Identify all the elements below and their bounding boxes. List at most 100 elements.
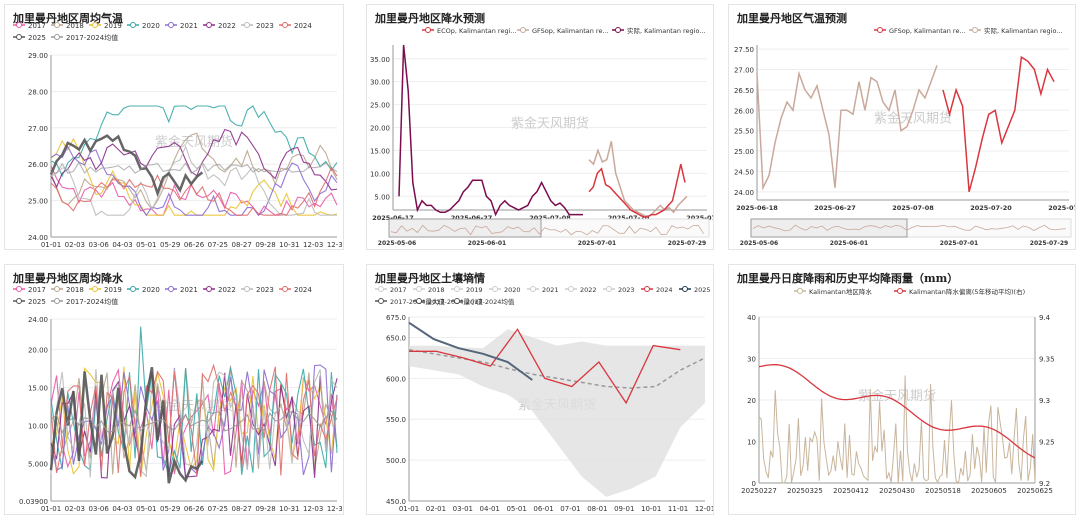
x-tick-label: 07-25 bbox=[208, 241, 228, 249]
legend-label: 2023 bbox=[256, 286, 274, 294]
x-tick-label: 20250625 bbox=[1017, 487, 1053, 495]
legend-marker bbox=[644, 286, 650, 292]
y-tick-label: 0 bbox=[752, 480, 756, 488]
y2-tick-label: 9.25 bbox=[1039, 439, 1055, 447]
y-tick-label: 20 bbox=[747, 397, 756, 405]
series-line-rain bbox=[758, 375, 1036, 484]
legend-label: 2021 bbox=[542, 286, 559, 294]
legend-marker bbox=[244, 286, 250, 292]
legend-marker bbox=[16, 298, 22, 304]
legend-label: 2019 bbox=[104, 22, 122, 30]
series-line-2018 bbox=[50, 132, 338, 211]
x-tick-label: 07-01 bbox=[560, 505, 580, 513]
y-tick-label: 20.00 bbox=[370, 125, 390, 133]
legend-label: 2025 bbox=[694, 286, 711, 294]
legend-label: 2025 bbox=[28, 298, 46, 306]
x-tick-label: 06-26 bbox=[184, 505, 205, 513]
temp-forecast-chart: GFSop, Kalimantan re... 实际, Kalimantan re… bbox=[734, 26, 1076, 247]
y2-tick-label: 9.2 bbox=[1039, 480, 1050, 488]
legend-label: 2018 bbox=[428, 286, 445, 294]
y-tick-label: 10 bbox=[747, 439, 756, 447]
x-tick-label: 04-03 bbox=[112, 505, 132, 513]
y-tick-label: 27.00 bbox=[734, 66, 754, 74]
avg-temp-chart: 2017 2018 2019 2020 2021 2022 2023 2024 2025 2017… bbox=[13, 22, 343, 249]
legend-marker bbox=[54, 22, 60, 28]
legend-marker bbox=[520, 27, 526, 33]
chart-panel-daily-rain: 加里曼丹日度降雨和历史平均降雨量（mm） Kalimantan地区降水 Kalim… bbox=[728, 264, 1076, 515]
x-tick-label: 12-01 bbox=[695, 505, 714, 513]
series-line-gfsop bbox=[588, 141, 688, 218]
chart-title: 加里曼丹日度降雨和历史平均降雨量（mm） bbox=[737, 272, 959, 285]
legend-label: 2024 bbox=[656, 286, 673, 294]
y-tick-label: 10.00 bbox=[370, 170, 390, 178]
legend-marker bbox=[492, 286, 498, 292]
watermark: 紫金天风期货 bbox=[155, 134, 233, 150]
legend-marker bbox=[682, 286, 688, 292]
y-tick-label: 24.00 bbox=[28, 316, 48, 324]
nav-tick-label: 2025-07-01 bbox=[578, 240, 616, 247]
series-line-ecop bbox=[588, 164, 686, 218]
legend-marker bbox=[54, 286, 60, 292]
x-tick-label: 03-06 bbox=[88, 241, 109, 249]
y-tick-label: 15.00 bbox=[370, 147, 390, 155]
x-tick-label: 2025-06-18 bbox=[736, 204, 778, 212]
legend-label: 实际, Kalimantan regio... bbox=[627, 26, 706, 35]
x-tick-label: 07-25 bbox=[208, 505, 228, 513]
x-tick-label: 08-01 bbox=[587, 505, 607, 513]
x-tick-label: 06-01 bbox=[533, 505, 553, 513]
chart-panel-weekly-rain: 加里曼丹地区周均降水 2017 2018 2019 2020 2021 2022 2023 2… bbox=[4, 264, 344, 515]
legend-label: 2023 bbox=[618, 286, 635, 294]
series-line-deviation bbox=[758, 364, 1036, 459]
legend-marker bbox=[454, 298, 460, 304]
navigator-line bbox=[390, 224, 705, 236]
x-tick-label: 2025-06-17 bbox=[372, 214, 414, 222]
x-tick-label: 20250605 bbox=[971, 487, 1007, 495]
y-tick-label: 29.00 bbox=[28, 52, 48, 60]
legend-marker bbox=[92, 22, 98, 28]
x-tick-label: 10-01 bbox=[641, 505, 661, 513]
legend-marker bbox=[16, 34, 22, 40]
series-line-2017-2024均值 bbox=[50, 408, 338, 435]
legend-label: 2025 bbox=[28, 34, 46, 42]
legend-marker bbox=[797, 288, 803, 294]
legend-marker bbox=[282, 286, 288, 292]
legend-marker bbox=[16, 286, 22, 292]
x-tick-label: 2025-07-08 bbox=[529, 214, 571, 222]
x-tick-label: 01-01 bbox=[41, 505, 61, 513]
x-tick-label: 20250227 bbox=[741, 487, 777, 495]
x-tick-label: 03-06 bbox=[88, 505, 109, 513]
nav-tick-label: 2025-05-06 bbox=[378, 240, 416, 247]
watermark: 紫金天风期货 bbox=[155, 398, 233, 414]
chart-title: 加里曼丹地区降水预测 bbox=[375, 12, 485, 25]
legend-marker bbox=[972, 27, 978, 33]
x-tick-label: 20250518 bbox=[925, 487, 961, 495]
x-tick-label: 2025-07-20 bbox=[608, 214, 650, 222]
legend-marker bbox=[615, 27, 621, 33]
y-tick-label: 25.50 bbox=[734, 128, 754, 136]
legend-marker bbox=[16, 22, 22, 28]
legend-marker bbox=[378, 298, 384, 304]
y-tick-label: 30 bbox=[747, 356, 756, 364]
legend-marker bbox=[282, 22, 288, 28]
nav-tick-label: 2025-06-01 bbox=[468, 240, 506, 247]
y-tick-label: 675.0 bbox=[386, 314, 406, 322]
x-tick-label: 02-01 bbox=[426, 505, 446, 513]
series-line-2025 bbox=[408, 321, 533, 381]
legend-marker bbox=[897, 288, 903, 294]
legend-label: Kalimantan地区降水 bbox=[809, 287, 872, 296]
x-tick-label: 2025-07-29 bbox=[1048, 204, 1076, 212]
legend-marker bbox=[168, 22, 174, 28]
series-line-2024 bbox=[50, 166, 338, 216]
watermark: 紫金天风期货 bbox=[874, 111, 952, 127]
legend-label: 2023 bbox=[256, 22, 274, 30]
y-tick-label: 27.00 bbox=[28, 125, 48, 133]
legend-label: 2019 bbox=[466, 286, 483, 294]
legend-label: 2018 bbox=[66, 286, 84, 294]
y-tick-label: 550.0 bbox=[386, 416, 406, 424]
series-line-2022 bbox=[50, 128, 338, 191]
y-tick-label: 24.00 bbox=[28, 234, 48, 242]
navigator-window bbox=[750, 218, 908, 238]
x-tick-label: 09-28 bbox=[255, 505, 275, 513]
legend-marker bbox=[454, 286, 460, 292]
nav-tick-label: 2025-06-01 bbox=[830, 240, 868, 247]
